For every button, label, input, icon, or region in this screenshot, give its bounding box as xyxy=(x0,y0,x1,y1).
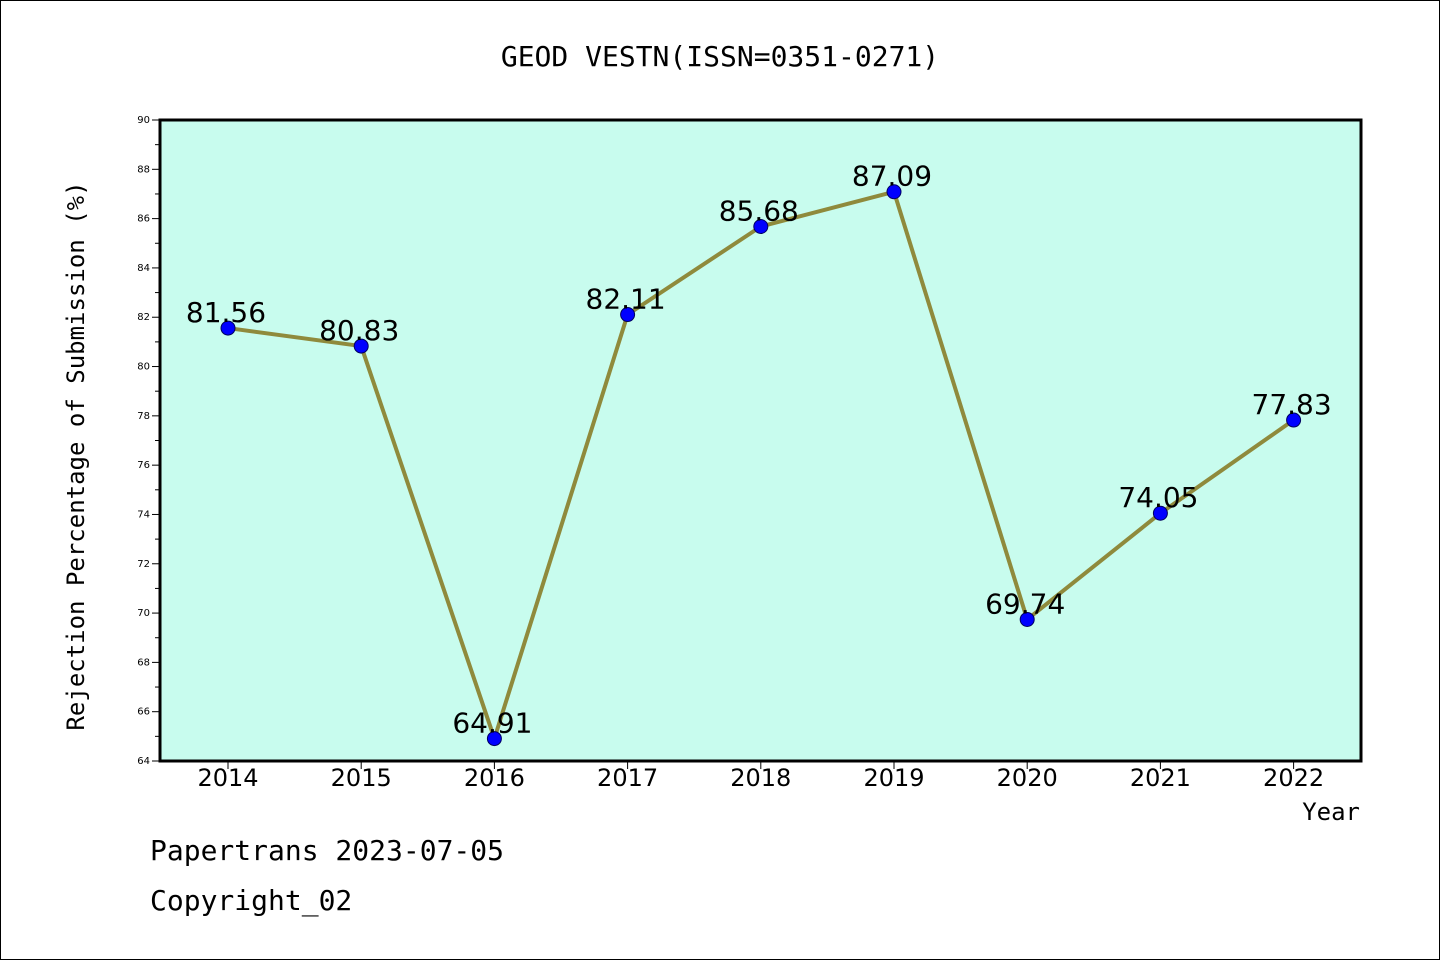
y-tick-label: 88 xyxy=(137,164,150,175)
x-tick-label: 2020 xyxy=(997,764,1058,792)
data-point xyxy=(220,320,236,336)
y-tick-label: 64 xyxy=(137,756,150,767)
y-tick-label: 76 xyxy=(137,460,150,471)
y-tick-label: 68 xyxy=(137,657,150,668)
footer-date: Papertrans 2023-07-05 xyxy=(150,834,505,867)
y-axis: 64 66 68 70 72 74 76 78 80 82 84 86 88 90 xyxy=(137,115,160,767)
y-axis-label: Rejection Percentage of Submission (%) xyxy=(62,181,90,730)
y-tick-label: 72 xyxy=(137,559,150,570)
x-tick-label: 2022 xyxy=(1263,764,1324,792)
data-point xyxy=(353,338,369,354)
y-tick-label: 82 xyxy=(137,312,150,323)
data-label: 82.11 xyxy=(586,283,666,316)
data-label: 64.91 xyxy=(452,707,532,740)
x-axis: 2014 2015 2016 2017 2018 2019 2020 2021 2022 xyxy=(197,761,1324,792)
x-tick-label: 2021 xyxy=(1130,764,1191,792)
y-tick-label: 66 xyxy=(137,707,150,718)
data-point xyxy=(486,731,502,747)
data-label: 81.56 xyxy=(186,296,266,329)
data-point xyxy=(753,219,769,235)
footer-copyright: Copyright_02 xyxy=(150,884,353,917)
data-point xyxy=(1286,412,1302,428)
x-axis-label: Year xyxy=(1302,798,1360,826)
data-point xyxy=(1019,611,1035,627)
x-tick-label: 2019 xyxy=(863,764,924,792)
x-tick-label: 2016 xyxy=(464,764,525,792)
data-label: 69.74 xyxy=(985,587,1065,620)
data-label: 80.83 xyxy=(319,314,399,347)
data-point xyxy=(1152,505,1168,521)
x-tick-label: 2014 xyxy=(197,764,258,792)
y-tick-label: 70 xyxy=(137,608,150,619)
y-tick-label: 74 xyxy=(137,509,150,520)
y-tick-label: 90 xyxy=(137,115,150,126)
x-tick-label: 2018 xyxy=(730,764,791,792)
data-points xyxy=(220,184,1302,747)
x-tick-label: 2015 xyxy=(331,764,392,792)
data-point xyxy=(886,184,902,200)
data-label: 85.68 xyxy=(719,195,799,228)
data-point xyxy=(620,307,636,323)
data-label: 87.09 xyxy=(852,160,932,193)
data-label: 74.05 xyxy=(1118,481,1198,514)
data-labels: 81.56 80.83 64.91 82.11 85.68 87.09 69.74 74.05… xyxy=(186,160,1332,740)
y-tick-label: 84 xyxy=(137,263,150,274)
chart-title: GEOD VESTN(ISSN=0351-0271) xyxy=(501,40,939,73)
x-tick-label: 2017 xyxy=(597,764,658,792)
y-tick-label: 78 xyxy=(137,411,150,422)
data-label: 77.83 xyxy=(1252,388,1332,421)
y-tick-label: 80 xyxy=(137,362,150,373)
y-tick-label: 86 xyxy=(137,214,150,225)
